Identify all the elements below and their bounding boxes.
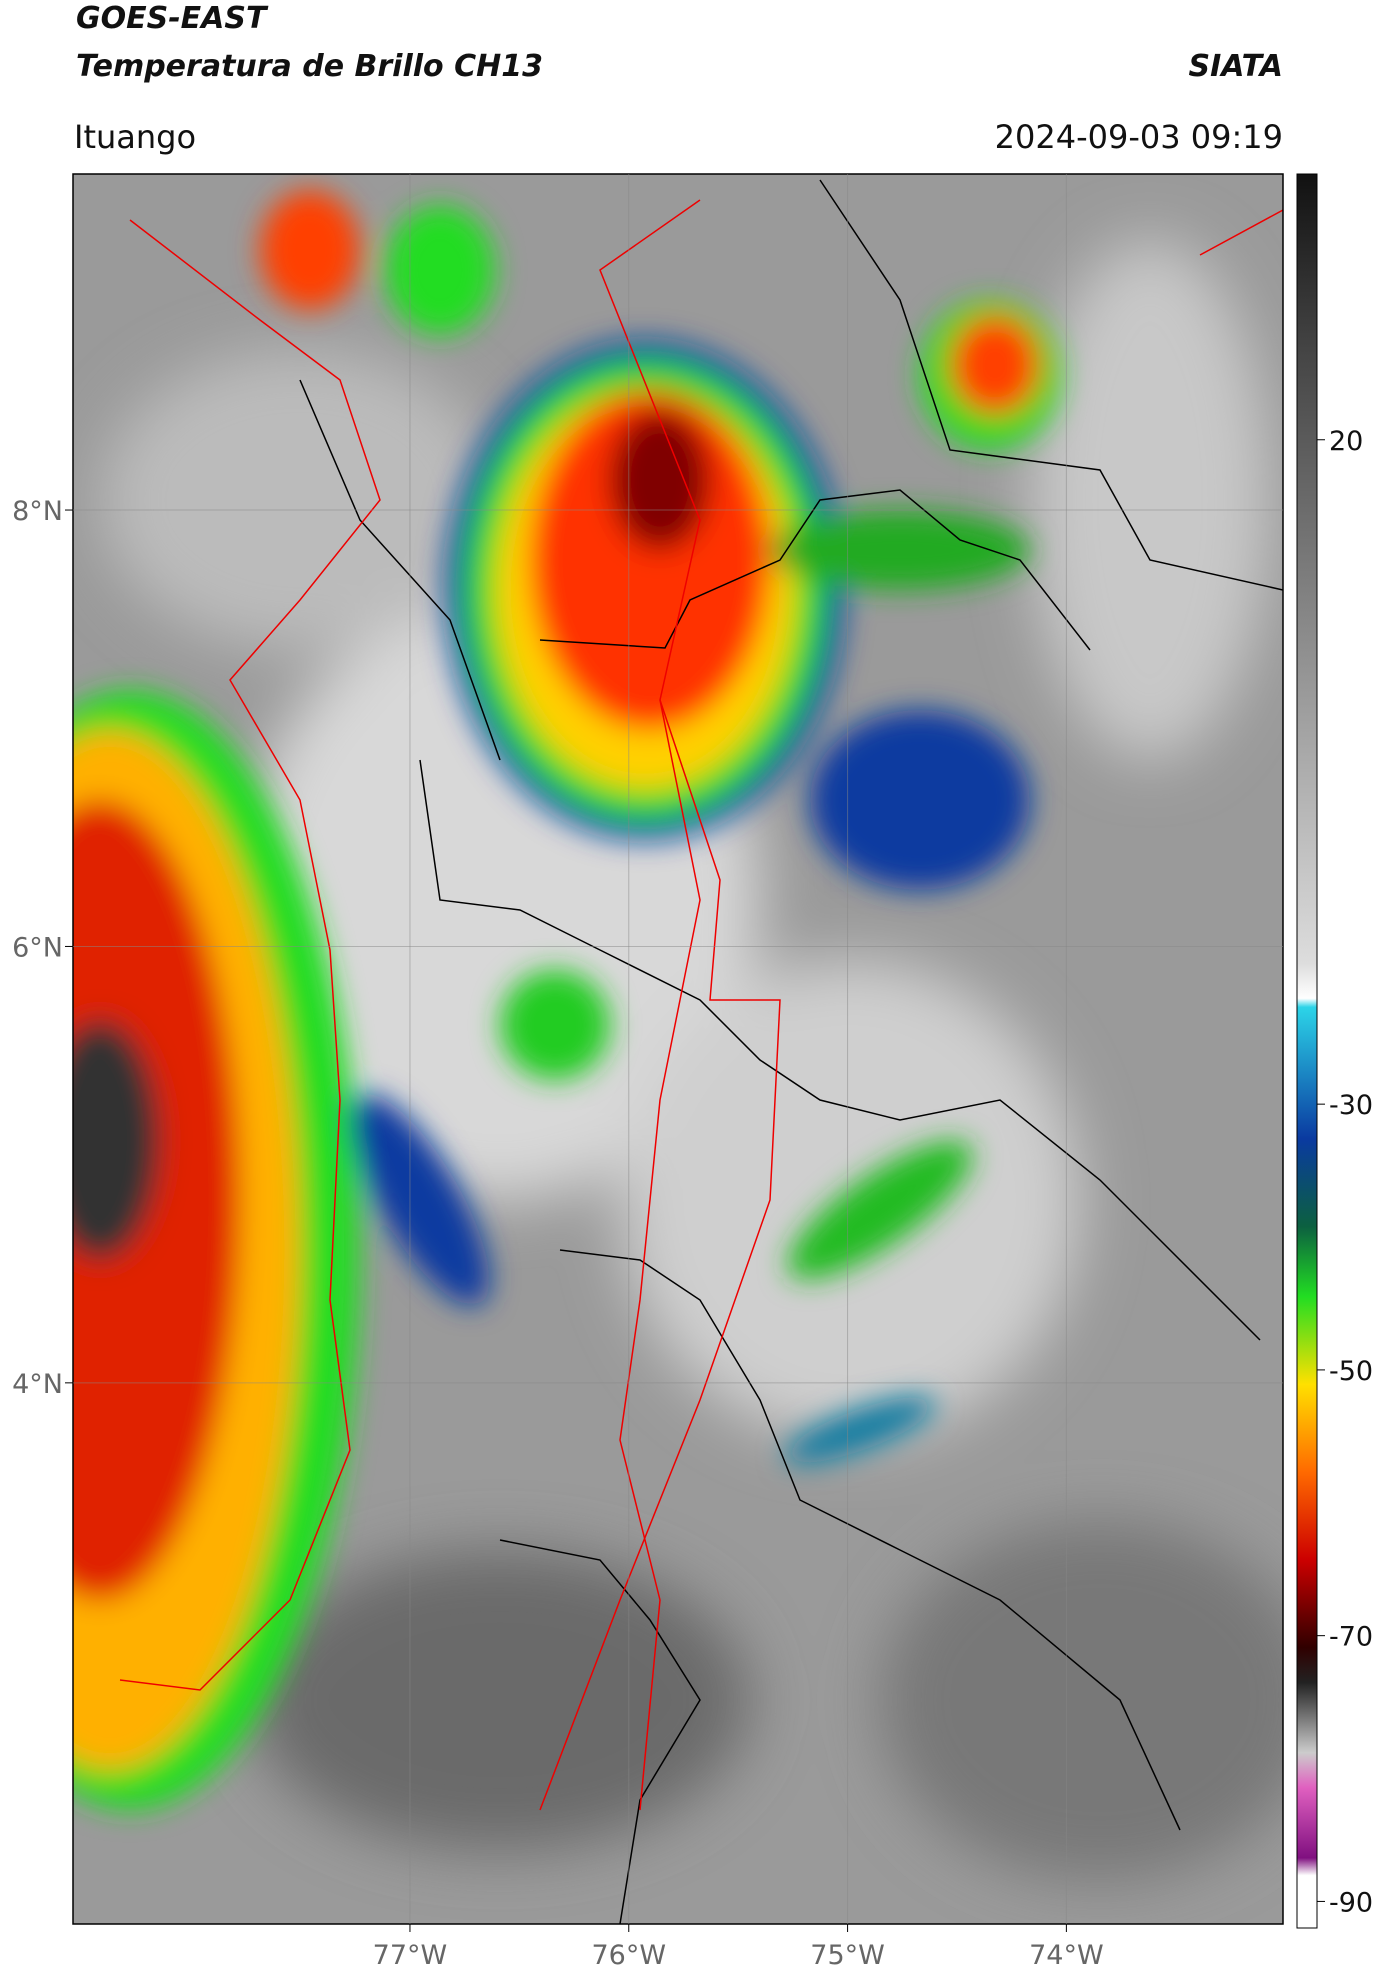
- colorbar: [1296, 173, 1318, 1929]
- colorbar-tick-label: -90: [1329, 1887, 1373, 1918]
- x-tick-label: 76°W: [591, 1940, 666, 1971]
- location: Ituango: [74, 118, 196, 156]
- source: SIATA: [1189, 49, 1283, 84]
- colorbar-tick-label: -50: [1329, 1356, 1373, 1387]
- y-tick-label: 6°N: [12, 932, 63, 963]
- x-tick-label: 74°W: [1029, 1940, 1104, 1971]
- colorbar-tick-label: 20: [1329, 426, 1363, 457]
- map-frame: [72, 173, 1284, 1925]
- title: GOES-EAST: [76, 1, 269, 36]
- x-tick-label: 77°W: [373, 1940, 448, 1971]
- map-imagery: [73, 174, 1283, 1924]
- subtitle: Temperatura de Brillo CH13: [76, 49, 543, 84]
- x-tick-label: 75°W: [810, 1940, 885, 1971]
- colorbar-tick-label: -30: [1329, 1090, 1373, 1121]
- colorbar-tick-label: -70: [1329, 1622, 1373, 1653]
- y-tick-label: 4°N: [12, 1369, 63, 1400]
- datetime: 2024-09-03 09:19: [995, 118, 1283, 156]
- y-tick-label: 8°N: [12, 496, 63, 527]
